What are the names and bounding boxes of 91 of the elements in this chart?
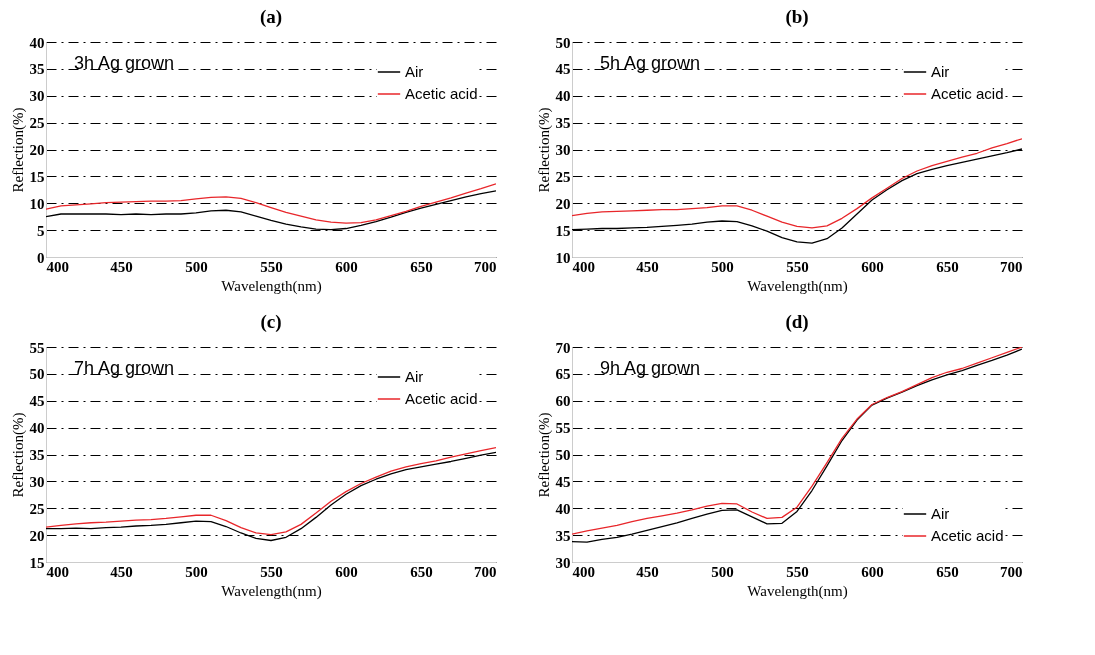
y-axis-title: Reflection(%)	[535, 107, 553, 193]
x-tick-label: 500	[185, 563, 208, 580]
chart-title: (d)	[785, 311, 809, 333]
chart-title: (b)	[785, 6, 809, 28]
x-tick-label: 400	[572, 563, 595, 580]
legend-label: Air	[931, 63, 950, 80]
x-tick-label: 600	[861, 258, 884, 275]
x-axis-title: Wavelength(nm)	[221, 277, 322, 295]
x-tick-label: 450	[636, 258, 659, 275]
y-tick-label: 20	[29, 527, 45, 544]
annotation: 5h Ag grown	[600, 53, 701, 73]
line-series	[46, 183, 496, 224]
y-tick-label: 15	[555, 222, 571, 239]
y-axis-title: Reflection(%)	[535, 412, 553, 498]
x-tick-label: 700	[1000, 258, 1023, 275]
legend-label: Acetic acid	[405, 85, 478, 102]
y-tick-label: 15	[29, 554, 45, 571]
y-tick-label: 5	[37, 222, 45, 239]
x-tick-label: 550	[260, 258, 283, 275]
annotation: 7h Ag grown	[74, 358, 175, 378]
y-tick-label: 45	[555, 61, 571, 78]
x-tick-label: 600	[335, 258, 358, 275]
chart-title: (a)	[259, 6, 283, 28]
y-tick-label: 0	[37, 249, 45, 266]
legend-label: Acetic acid	[931, 85, 1004, 102]
x-tick-label: 500	[711, 563, 734, 580]
x-tick-label: 600	[335, 563, 358, 580]
line-series	[572, 138, 1022, 229]
x-tick-label: 400	[46, 258, 69, 275]
x-tick-label: 550	[260, 563, 283, 580]
y-tick-label: 30	[555, 554, 571, 571]
y-axis-title: Reflection(%)	[9, 412, 27, 498]
x-tick-label: 650	[936, 258, 959, 275]
x-tick-label: 650	[410, 258, 433, 275]
y-tick-label: 40	[29, 420, 45, 437]
y-tick-label: 35	[29, 447, 45, 463]
x-tick-label: 450	[110, 563, 133, 580]
y-tick-label: 40	[555, 500, 571, 517]
y-tick-label: 45	[555, 473, 571, 490]
y-axis-title: Reflection(%)	[9, 107, 27, 193]
x-tick-label: 400	[572, 258, 595, 275]
y-tick-label: 45	[29, 393, 45, 410]
y-tick-label: 60	[555, 393, 571, 410]
legend-label: Acetic acid	[405, 390, 478, 407]
y-tick-label: 30	[29, 473, 45, 490]
x-axis-title: Wavelength(nm)	[747, 582, 848, 600]
y-tick-label: 50	[555, 447, 571, 463]
legend-label: Acetic acid	[931, 527, 1004, 544]
x-tick-label: 550	[786, 563, 809, 580]
y-tick-label: 20	[29, 142, 45, 158]
y-tick-label: 10	[555, 249, 571, 266]
x-tick-label: 450	[110, 258, 133, 275]
y-tick-label: 10	[29, 195, 45, 212]
y-tick-label: 20	[555, 195, 571, 212]
x-tick-label: 500	[711, 258, 734, 275]
x-tick-label: 500	[185, 258, 208, 275]
x-tick-label: 700	[474, 258, 497, 275]
x-tick-label: 700	[1000, 563, 1023, 580]
x-tick-label: 400	[46, 563, 69, 580]
y-tick-label: 30	[29, 88, 45, 105]
y-tick-label: 50	[29, 366, 45, 383]
y-tick-label: 40	[555, 88, 571, 105]
x-tick-label: 450	[636, 563, 659, 580]
legend-label: Air	[405, 63, 424, 80]
y-tick-label: 25	[555, 168, 571, 185]
x-tick-label: 650	[936, 563, 959, 580]
x-tick-label: 700	[474, 563, 497, 580]
annotation: 9h Ag grown	[600, 358, 701, 378]
y-tick-label: 55	[29, 339, 45, 356]
y-tick-label: 40	[29, 34, 45, 51]
x-axis-title: Wavelength(nm)	[747, 277, 848, 295]
chart-title: (c)	[260, 311, 282, 333]
y-tick-label: 35	[555, 115, 571, 132]
legend-label: Air	[405, 368, 424, 385]
y-tick-label: 35	[29, 61, 45, 78]
legend-label: Air	[931, 505, 950, 522]
line-series	[46, 190, 496, 231]
x-tick-label: 600	[861, 563, 884, 580]
x-tick-label: 550	[786, 258, 809, 275]
y-tick-label: 25	[29, 115, 45, 132]
y-tick-label: 50	[555, 34, 571, 51]
x-tick-label: 650	[410, 563, 433, 580]
y-tick-label: 15	[29, 168, 45, 185]
y-tick-label: 70	[555, 339, 571, 356]
y-tick-label: 35	[555, 527, 571, 544]
y-tick-label: 30	[555, 142, 571, 158]
y-tick-label: 65	[555, 366, 571, 383]
x-axis-title: Wavelength(nm)	[221, 582, 322, 600]
y-tick-label: 55	[555, 420, 571, 437]
y-tick-label: 25	[29, 500, 45, 517]
annotation: 3h Ag grown	[74, 53, 175, 73]
